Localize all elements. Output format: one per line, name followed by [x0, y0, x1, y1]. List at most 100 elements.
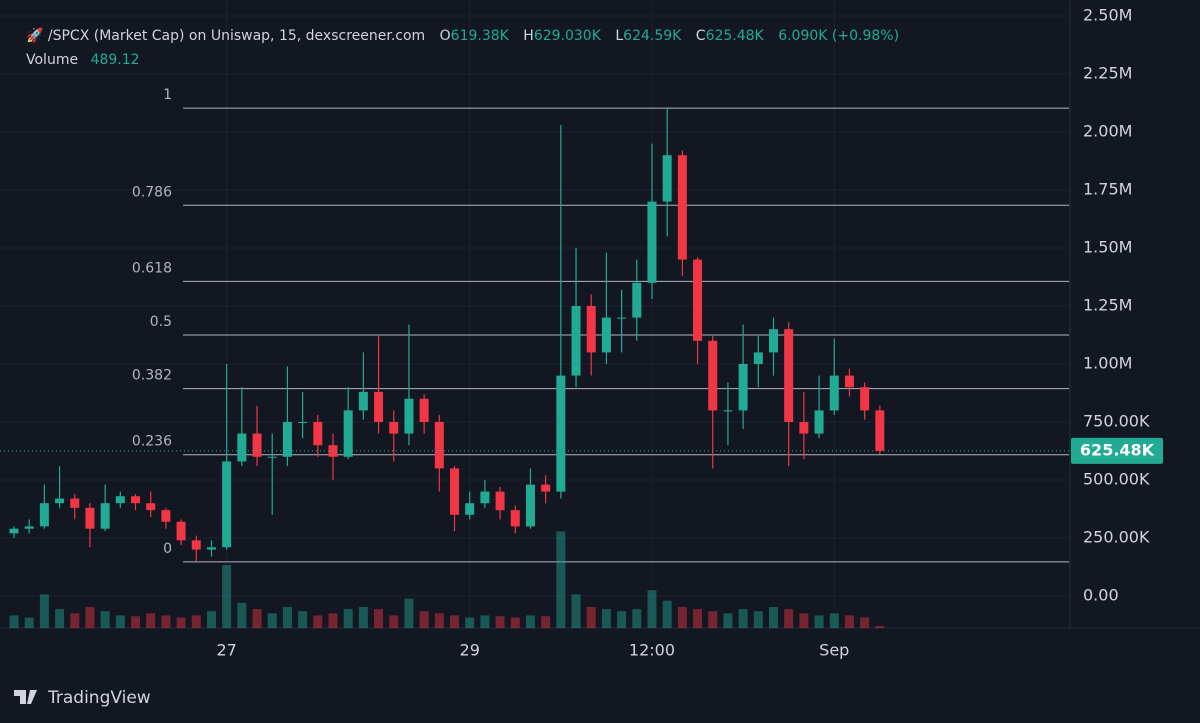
- candle-body: [525, 484, 535, 527]
- volume-bar: [328, 613, 338, 628]
- volume-bar: [70, 613, 80, 628]
- volume-bar: [875, 625, 885, 628]
- y-tick-label: 2.00M: [1083, 122, 1132, 141]
- candle-body: [298, 421, 308, 423]
- volume-bar: [343, 609, 353, 628]
- volume-bar: [480, 615, 490, 628]
- candle-body: [723, 410, 733, 412]
- volume-bar: [100, 611, 110, 628]
- y-tick-label: 2.25M: [1083, 64, 1132, 83]
- volume-bar: [222, 565, 232, 628]
- candle-body: [677, 155, 687, 260]
- y-tick-label: 750.00K: [1083, 411, 1150, 430]
- y-tick-label: 1.00M: [1083, 353, 1132, 372]
- candle-body: [617, 317, 627, 319]
- candle-body: [85, 507, 95, 529]
- volume-bar: [404, 598, 414, 628]
- candle-body: [131, 496, 141, 504]
- candle-body: [662, 155, 672, 202]
- candle-body: [693, 259, 703, 341]
- volume-bar: [632, 609, 642, 628]
- volume-bar: [601, 609, 611, 628]
- fib-label: 0: [163, 541, 172, 557]
- volume-bar: [784, 609, 794, 628]
- volume-bar: [313, 615, 323, 628]
- volume-bar: [769, 607, 778, 628]
- volume-bar: [267, 613, 277, 628]
- volume-bar: [131, 616, 141, 628]
- volume-bar: [844, 615, 854, 628]
- volume-bar: [374, 609, 384, 628]
- volume-bar: [495, 616, 505, 628]
- high-label: H: [523, 28, 534, 44]
- candle-body: [450, 468, 460, 515]
- candle-body: [571, 305, 581, 376]
- volume-bar: [814, 615, 824, 628]
- volume-bar: [571, 594, 581, 628]
- fib-label: 0.618: [132, 260, 172, 276]
- candle-body: [282, 421, 292, 457]
- volume-label: Volume: [26, 52, 78, 68]
- volume-bar: [617, 611, 627, 628]
- candle-body: [222, 461, 232, 548]
- volume-bar: [161, 615, 171, 628]
- candle-body: [860, 387, 870, 411]
- candle-body: [738, 363, 748, 411]
- volume-bar: [24, 617, 34, 628]
- y-tick-label: 1.50M: [1083, 237, 1132, 256]
- high-value: 629.030K: [534, 28, 602, 44]
- candle-body: [708, 340, 718, 411]
- fib-label: 0.236: [132, 434, 172, 450]
- volume-bar: [252, 609, 262, 628]
- volume-bar: [586, 607, 596, 628]
- volume-bar: [39, 594, 49, 628]
- volume-bar: [465, 617, 475, 628]
- volume-value: 489.12: [91, 52, 140, 68]
- volume-bar: [510, 617, 520, 628]
- x-tick-label: Sep: [819, 641, 849, 660]
- candle-body: [632, 282, 642, 318]
- candle-body: [769, 329, 778, 353]
- candle-body: [753, 352, 763, 364]
- candle-body: [510, 510, 520, 527]
- volume-bar: [282, 607, 292, 628]
- volume-bar: [85, 607, 95, 628]
- open-label: O: [440, 28, 451, 44]
- candle-body: [267, 456, 277, 458]
- candle-body: [814, 410, 824, 434]
- volume-bar: [146, 613, 156, 628]
- candle-body: [9, 528, 19, 534]
- y-tick-label: 1.75M: [1083, 180, 1132, 199]
- candle-body: [374, 391, 384, 422]
- volume-bar: [191, 615, 201, 628]
- candle-body: [647, 201, 657, 283]
- candle-body: [191, 540, 201, 550]
- candle-body: [844, 375, 854, 388]
- y-tick-label: 500.00K: [1083, 469, 1150, 488]
- candle-body: [237, 433, 247, 462]
- volume-bar: [647, 590, 657, 628]
- volume-header: Volume 489.12: [26, 52, 140, 68]
- last-price-tag: [1071, 437, 1163, 464]
- change: 6.090K (+0.98%): [778, 28, 899, 44]
- volume-bar: [541, 616, 551, 628]
- volume-bar: [298, 611, 308, 628]
- volume-bar: [708, 611, 718, 628]
- volume-bar: [677, 607, 687, 628]
- brand-name: TradingView: [47, 688, 151, 708]
- x-tick-label: 12:00: [629, 641, 675, 660]
- fib-label: 0.5: [150, 314, 172, 330]
- volume-bar: [753, 611, 763, 628]
- open-value: 619.38K: [451, 28, 510, 44]
- close-label: C: [696, 28, 706, 44]
- candle-body: [495, 491, 505, 511]
- y-tick-label: 1.25M: [1083, 295, 1132, 314]
- volume-bar: [9, 615, 19, 628]
- volume-bar: [799, 613, 809, 628]
- y-tick-label: 0.00: [1083, 585, 1119, 604]
- symbol: 🚀 /SPCX (Market Cap) on Uniswap, 15, dex…: [26, 27, 425, 44]
- candle-body: [100, 503, 110, 529]
- volume-bar: [693, 609, 703, 628]
- volume-bar: [738, 609, 748, 628]
